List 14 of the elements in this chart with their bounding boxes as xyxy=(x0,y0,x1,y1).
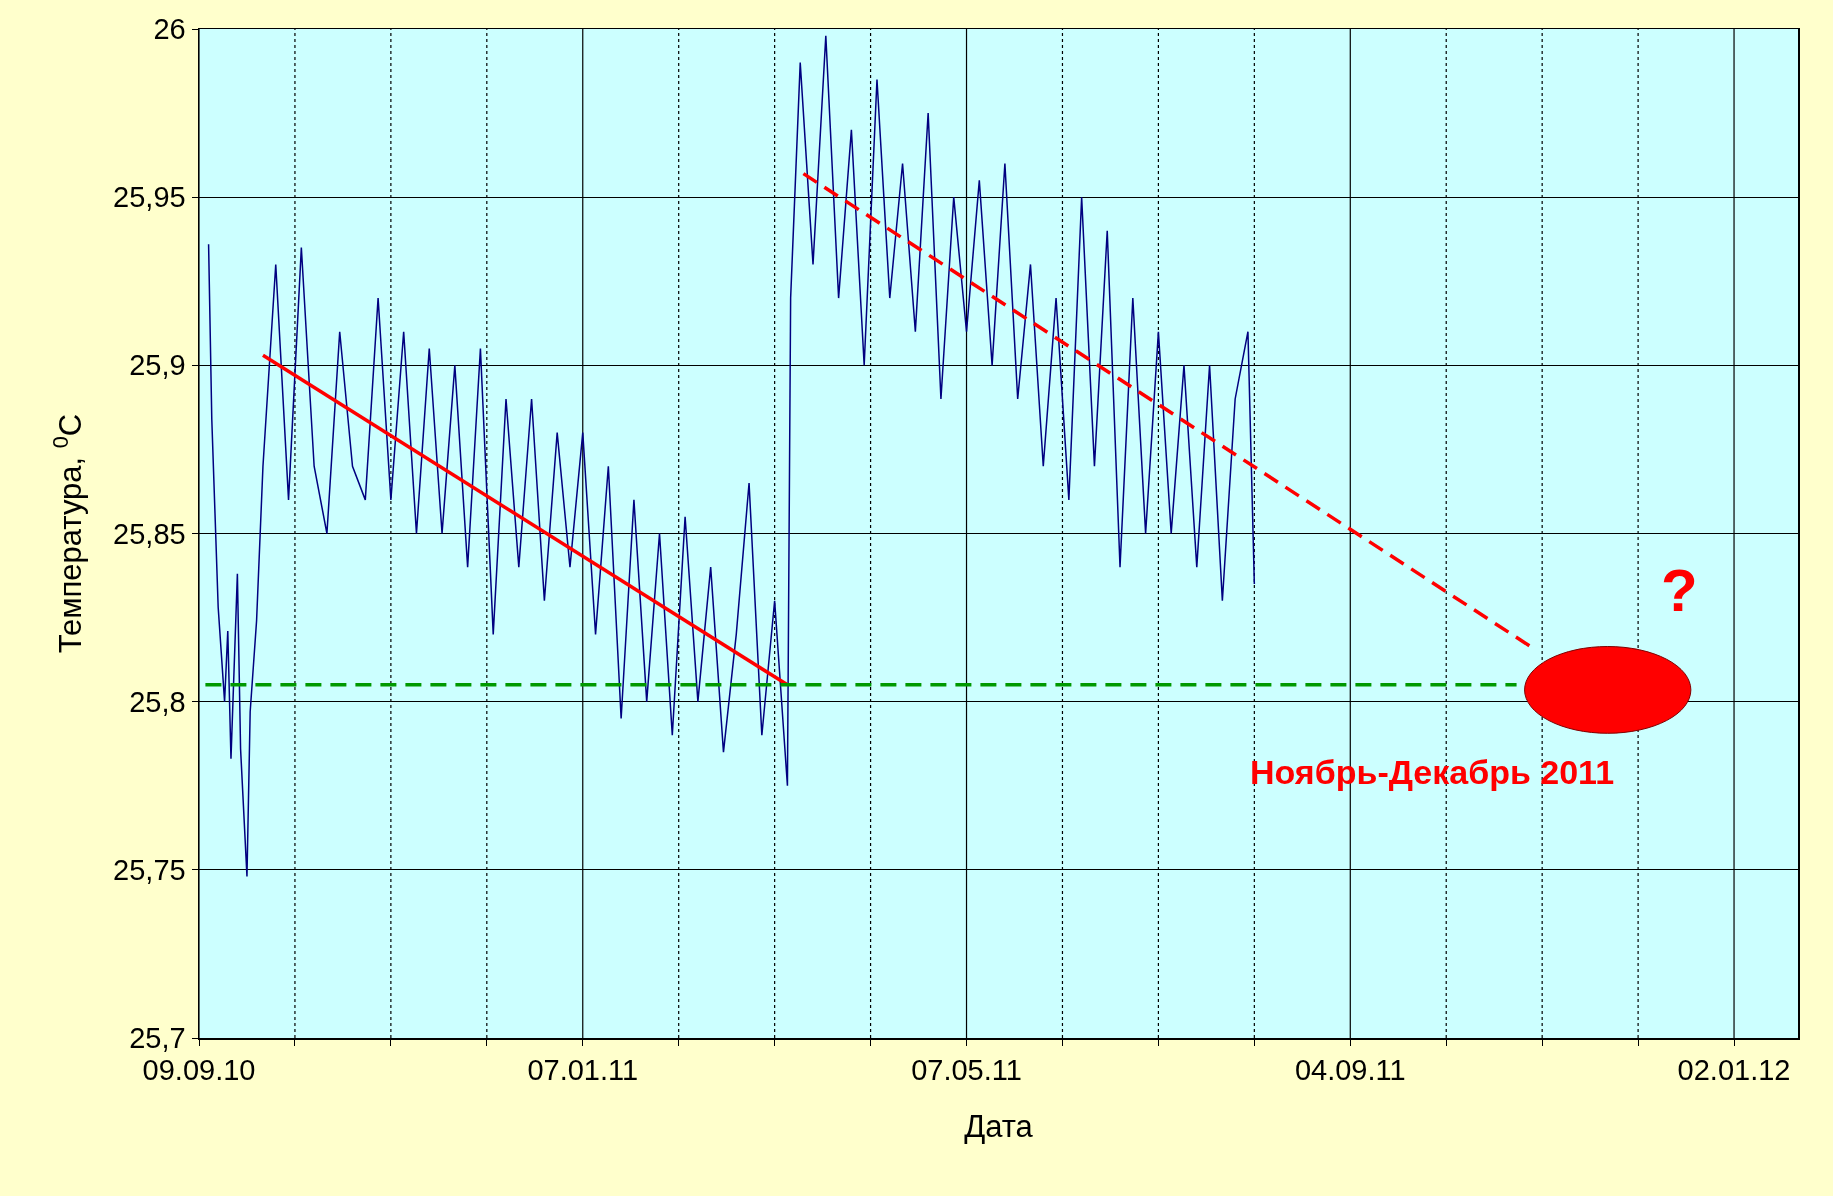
y-tick-label: 26 xyxy=(153,13,186,46)
annotation: ? xyxy=(1661,557,1698,624)
y-tick-label: 25,75 xyxy=(113,853,186,886)
x-tick-label: 02.01.12 xyxy=(1677,1054,1791,1087)
x-tick-label: 04.09.11 xyxy=(1294,1054,1406,1087)
x-tick-label: 07.05.11 xyxy=(911,1054,1022,1087)
y-tick-label: 25,9 xyxy=(129,349,186,382)
y-tick-label: 25,85 xyxy=(113,517,186,550)
x-tick-label: 07.01.11 xyxy=(527,1054,639,1087)
y-tick-label: 25,95 xyxy=(113,181,186,214)
x-axis-title: Дата xyxy=(964,1109,1034,1145)
y-tick-label: 25,7 xyxy=(129,1022,186,1055)
y-tick-label: 25,8 xyxy=(129,685,186,718)
x-tick-label: 09.09.10 xyxy=(142,1054,256,1087)
